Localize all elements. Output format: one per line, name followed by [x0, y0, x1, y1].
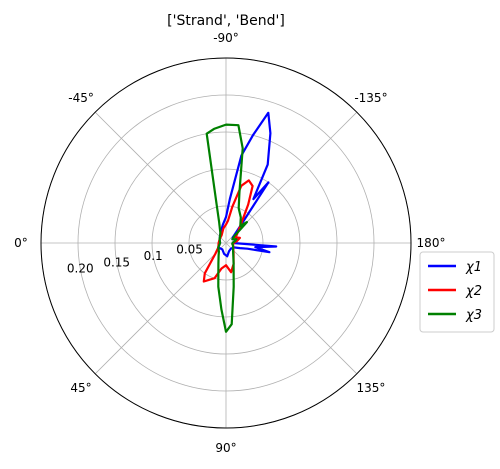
angle-tick-label: 90°: [215, 441, 236, 455]
legend-frame: [419, 251, 495, 333]
angle-tick-label: 135°: [357, 381, 386, 395]
radial-tick-label: 0.05: [176, 242, 203, 256]
axis-labels: 180° 135° 90° 45° 0° -45° -90° -135° 0.05 0.1 0.15…: [14, 31, 445, 455]
angular-grid-line: [225, 111, 358, 244]
angular-grid-line: [225, 242, 358, 375]
series-line-2: [202, 179, 254, 283]
polar-grid: [40, 57, 412, 429]
series-layer: [202, 111, 278, 333]
angular-grid-line: [94, 111, 227, 244]
angle-tick-label: -45°: [68, 91, 94, 105]
radial-tick-label: 0.20: [67, 262, 94, 276]
angle-tick-label: -135°: [354, 91, 387, 105]
radial-tick-label: 0.15: [103, 255, 130, 269]
angle-tick-label: -90°: [213, 31, 239, 45]
chart-title: ['Strand', 'Bend']: [167, 13, 285, 29]
series-line-3: [205, 123, 248, 333]
polar-frame: [40, 57, 412, 429]
angle-tick-label: 180°: [417, 236, 446, 250]
legend-label: χ1: [465, 260, 482, 275]
angular-grid-line: [94, 242, 227, 375]
legend-label: χ3: [465, 308, 482, 323]
legend: χ1 χ2 χ3: [419, 251, 495, 333]
angle-tick-label: 45°: [70, 381, 91, 395]
radial-tick-label: 0.1: [144, 249, 163, 263]
legend-label: χ2: [465, 284, 482, 299]
angle-tick-label: 0°: [14, 236, 28, 250]
